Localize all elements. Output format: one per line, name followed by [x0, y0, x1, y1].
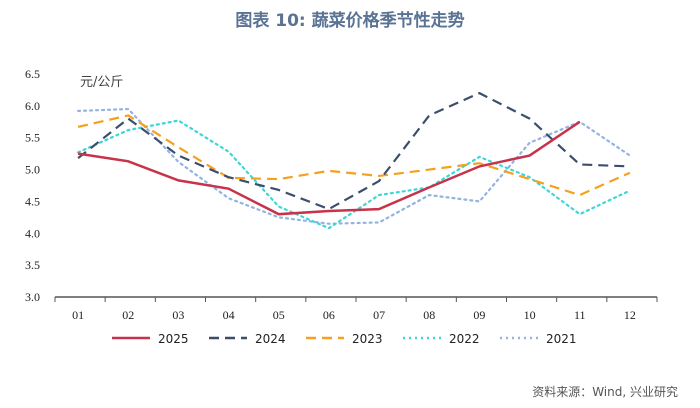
legend-label-2022: 2022 [449, 332, 480, 346]
x-tick-label: 03 [172, 308, 184, 322]
x-tick-label: 06 [323, 308, 335, 322]
chart-title: 图表 10: 蔬菜价格季节性走势 [235, 11, 465, 31]
series-line-2025 [77, 120, 581, 216]
series-line-2022 [76, 119, 632, 230]
x-tick-label: 02 [122, 308, 134, 322]
y-tick-label: 5.5 [25, 131, 40, 145]
y-tick-label: 6.0 [25, 99, 40, 113]
x-tick-label: 11 [574, 308, 586, 322]
y-axis-unit: 元/公斤 [80, 75, 123, 90]
legend-label-2025: 2025 [158, 332, 189, 346]
x-tick-label: 04 [223, 308, 235, 322]
y-tick-label: 6.5 [25, 67, 40, 81]
x-tick-label: 12 [624, 308, 636, 322]
series-line-2021 [76, 107, 632, 225]
y-tick-label: 5.0 [25, 163, 40, 177]
legend-label-2023: 2023 [352, 332, 383, 346]
legend-label-2021: 2021 [546, 332, 577, 346]
series-line-2023 [77, 114, 631, 197]
x-tick-label: 01 [72, 308, 84, 322]
source-note: 资料来源：Wind, 兴业研究 [532, 385, 678, 399]
y-tick-label: 4.5 [25, 194, 40, 208]
x-tick-label: 10 [524, 308, 536, 322]
x-tick-label: 07 [373, 308, 385, 322]
x-tick-label: 08 [423, 308, 435, 322]
y-tick-label: 3.5 [25, 258, 40, 272]
x-tick-label: 05 [273, 308, 285, 322]
legend-label-2024: 2024 [255, 332, 286, 346]
x-tick-label: 09 [473, 308, 485, 322]
y-tick-label: 3.0 [25, 290, 40, 304]
y-tick-label: 4.0 [25, 226, 40, 240]
series-line-2024 [77, 91, 630, 211]
